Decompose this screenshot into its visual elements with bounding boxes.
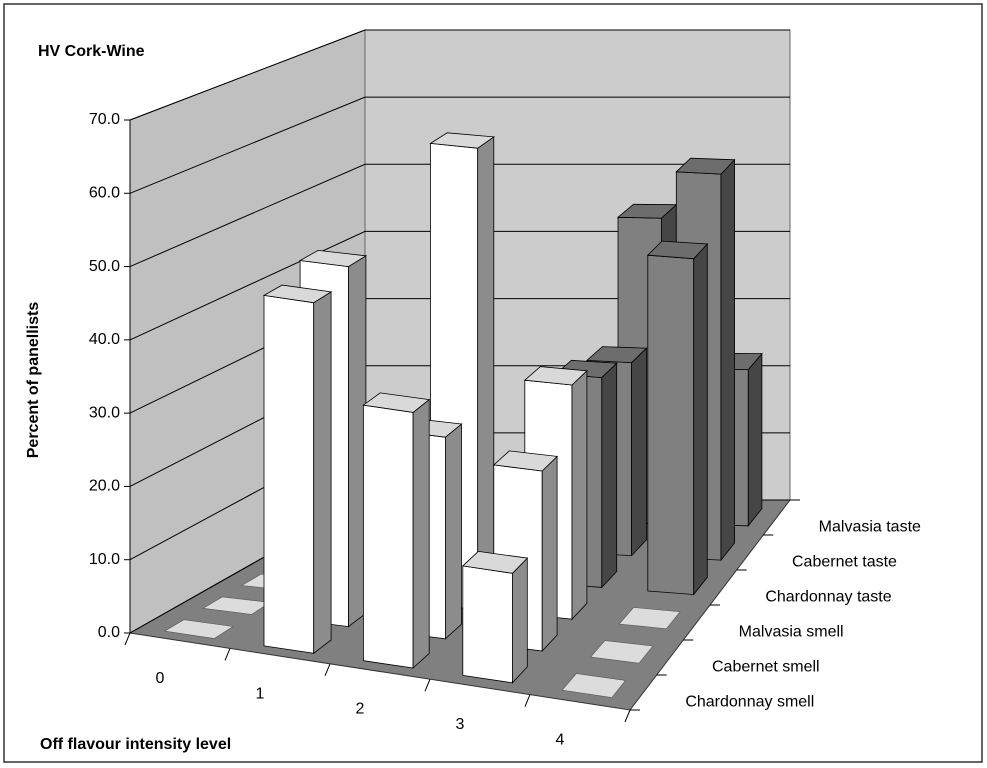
bar-top xyxy=(298,249,368,268)
bar-top xyxy=(561,673,627,698)
bar xyxy=(262,284,333,655)
legend-label: Chardonnay taste xyxy=(765,589,891,606)
grid-line xyxy=(129,96,790,194)
bar xyxy=(362,392,431,669)
chart-title: HV Cork-Wine xyxy=(38,43,145,60)
legend-label: Chardonnay smell xyxy=(685,694,814,711)
bar-side xyxy=(477,136,495,611)
bar-side xyxy=(541,455,558,653)
bar-top xyxy=(618,607,681,630)
bar-front xyxy=(647,254,695,595)
bar-side xyxy=(412,398,430,669)
bar-side xyxy=(720,158,735,562)
y-tick-label: 20.0 xyxy=(89,478,120,495)
x-tick xyxy=(624,709,631,723)
bar xyxy=(163,619,234,639)
bar xyxy=(561,673,627,698)
bar-top xyxy=(461,550,529,574)
bar-front xyxy=(362,404,414,669)
legend-label: Cabernet smell xyxy=(712,659,820,676)
y-tick-label: 10.0 xyxy=(89,551,120,568)
bar-top xyxy=(429,132,495,149)
legend-label: Cabernet taste xyxy=(792,554,897,571)
x-tick-label: 2 xyxy=(356,701,365,718)
bar-side xyxy=(512,557,528,684)
bar-side xyxy=(444,423,462,640)
bar xyxy=(646,240,709,596)
bar xyxy=(618,607,681,630)
bar xyxy=(461,550,529,684)
plot xyxy=(163,132,763,698)
legend-label: Malvasia taste xyxy=(819,519,921,536)
bar-top xyxy=(675,157,736,175)
y-tick-label: 50.0 xyxy=(89,258,120,275)
y-tick-label: 30.0 xyxy=(89,404,120,421)
bar-top xyxy=(362,392,431,413)
bar-side xyxy=(601,362,618,589)
bar xyxy=(590,640,654,664)
bar-top xyxy=(646,240,709,260)
y-tick-label: 40.0 xyxy=(89,331,120,348)
y-tick-label: 0.0 xyxy=(98,624,120,641)
x-tick-label: 3 xyxy=(456,716,465,733)
bar-top xyxy=(262,284,333,304)
bar-top xyxy=(492,450,558,472)
bar-top xyxy=(590,640,654,664)
bar-top xyxy=(523,366,588,386)
legend-label: Malvasia smell xyxy=(739,624,844,641)
x-tick xyxy=(324,663,331,676)
x-tick-label: 1 xyxy=(256,685,265,702)
bar-top xyxy=(163,619,234,639)
x-axis-label: Off flavour intensity level xyxy=(40,736,231,753)
bar-top xyxy=(585,346,648,364)
y-tick-label: 60.0 xyxy=(89,185,120,202)
x-tick xyxy=(124,632,131,646)
x-tick xyxy=(424,679,431,692)
x-tick xyxy=(524,694,531,707)
x-tick-label: 0 xyxy=(156,670,165,687)
bar-front xyxy=(462,565,513,684)
bar-side xyxy=(747,352,763,527)
x-tick xyxy=(224,648,231,661)
bar-front xyxy=(263,294,315,654)
grid-line xyxy=(129,29,790,121)
grid-line xyxy=(129,163,790,268)
bar-side xyxy=(631,347,647,557)
bar-side xyxy=(313,291,332,655)
bar-side xyxy=(693,242,708,596)
y-tick-label: 70.0 xyxy=(89,111,120,128)
y-axis-label: Percent of panellists xyxy=(25,302,42,459)
x-tick-label: 4 xyxy=(556,732,565,749)
bar-side xyxy=(571,369,588,621)
